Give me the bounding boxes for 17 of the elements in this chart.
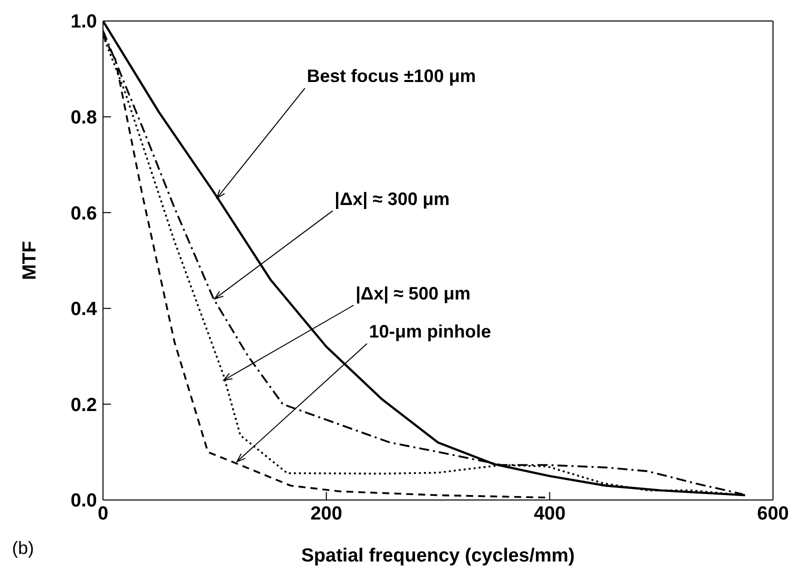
y-tick-label: 0.2 — [70, 394, 97, 416]
x-tick-label: 600 — [757, 503, 789, 524]
text: (b) — [12, 538, 34, 559]
y-tick-label: 0.4 — [70, 299, 98, 320]
x-tick-label: 0 — [98, 503, 108, 524]
y-tick-label: 0.6 — [70, 203, 97, 224]
y-tick-label: 0.8 — [70, 108, 97, 129]
annotation: Best focus ±100 μm — [306, 66, 476, 86]
x-axis-title: Spatial frequency (cycles/mm) — [301, 545, 575, 566]
y-axis-title: MTF — [20, 240, 41, 280]
y-tick-label: 0.0 — [70, 490, 97, 512]
annotation: |Δx| ≈ 500 μm — [356, 283, 471, 304]
x-tick-label: 200 — [310, 503, 342, 524]
annotation: 10-μm pinhole — [369, 322, 492, 342]
y-tick-label: 1.0 — [70, 12, 97, 33]
annotation: |Δx| ≈ 300 μm — [334, 188, 450, 209]
x-tick-label: 400 — [534, 503, 566, 524]
